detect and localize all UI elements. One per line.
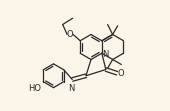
Text: O: O [118,69,124,78]
Text: N: N [68,83,74,92]
Text: N: N [102,50,108,59]
Text: HO: HO [28,84,41,93]
Text: O: O [67,30,73,39]
